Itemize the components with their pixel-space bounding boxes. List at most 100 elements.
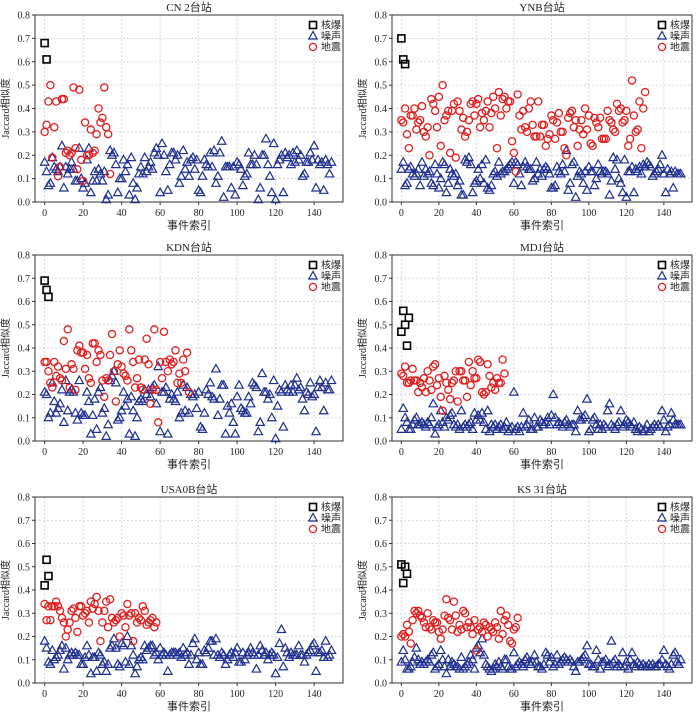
point-noise <box>299 656 310 666</box>
point-earthquake <box>59 336 69 346</box>
point-earthquake <box>601 134 611 144</box>
point-earthquake <box>105 169 115 179</box>
point-noise <box>99 165 110 176</box>
point-noise <box>589 412 600 422</box>
point-earthquake <box>115 632 124 641</box>
series-circle <box>397 355 509 416</box>
point-earthquake <box>90 146 99 155</box>
point-nuclear <box>40 581 49 590</box>
point-earthquake <box>552 118 562 127</box>
x-tick-label: 100 <box>581 208 596 219</box>
point-noise <box>127 177 139 187</box>
point-noise <box>197 658 208 669</box>
x-tick-label: 80 <box>546 447 556 458</box>
point-noise <box>179 405 191 415</box>
point-earthquake <box>485 371 494 381</box>
point-noise <box>602 405 613 415</box>
point-noise <box>245 398 256 408</box>
point-noise <box>581 184 593 194</box>
legend-label: 核爆 <box>321 501 341 514</box>
point-noise <box>589 179 600 190</box>
point-noise <box>439 158 450 169</box>
point-noise <box>210 633 222 643</box>
point-earthquake <box>63 625 72 634</box>
point-noise <box>576 168 587 178</box>
point-earthquake <box>436 141 445 151</box>
point-noise <box>544 418 555 429</box>
point-earthquake <box>442 111 451 120</box>
point-noise <box>326 374 337 385</box>
point-earthquake <box>513 613 522 623</box>
point-noise <box>39 156 50 166</box>
point-noise <box>124 658 135 669</box>
point-noise <box>249 149 260 159</box>
point-earthquake <box>550 134 560 144</box>
point-earthquake <box>427 94 436 104</box>
y-tick-label: 0.4 <box>18 344 31 355</box>
point-earthquake <box>432 618 442 627</box>
point-noise <box>112 186 123 197</box>
x-tick-label: 0 <box>399 208 404 219</box>
point-earthquake <box>554 108 564 118</box>
point-noise <box>456 405 467 415</box>
y-tick-label: 0.1 <box>375 413 388 424</box>
point-noise <box>416 156 428 166</box>
point-earthquake <box>432 380 442 390</box>
point-earthquake <box>580 104 590 113</box>
legend-marker-circle <box>308 282 318 292</box>
point-noise <box>191 402 202 413</box>
point-noise <box>512 158 523 169</box>
x-tick-label: 140 <box>656 689 671 700</box>
point-earthquake <box>53 602 63 611</box>
point-earthquake <box>397 632 406 641</box>
point-noise <box>324 649 335 659</box>
point-noise <box>310 182 322 192</box>
point-earthquake <box>505 97 515 106</box>
point-noise <box>303 156 314 166</box>
series-circle <box>397 595 522 655</box>
point-earthquake <box>629 111 639 120</box>
point-noise <box>70 407 81 417</box>
point-noise <box>45 177 56 187</box>
point-noise <box>474 172 486 183</box>
point-noise <box>176 170 187 180</box>
point-earthquake <box>637 143 646 153</box>
point-noise <box>158 149 170 159</box>
point-noise <box>606 175 617 185</box>
point-noise <box>255 182 266 192</box>
subplot-title: CN 2台站 <box>166 0 212 14</box>
point-noise <box>235 656 247 666</box>
point-earthquake <box>111 397 121 406</box>
point-noise <box>568 156 580 166</box>
point-noise <box>428 647 439 657</box>
point-earthquake <box>432 122 442 132</box>
y-tick-label: 0.1 <box>18 174 31 185</box>
point-noise <box>276 623 287 634</box>
point-earthquake <box>434 373 444 383</box>
point-noise <box>110 642 122 652</box>
point-noise <box>493 156 505 166</box>
point-earthquake <box>50 602 59 611</box>
point-noise <box>206 161 218 171</box>
point-noise <box>593 158 604 169</box>
point-noise <box>443 654 454 664</box>
point-earthquake <box>398 118 408 127</box>
point-noise <box>608 151 619 162</box>
point-noise <box>454 423 465 433</box>
point-earthquake <box>408 364 417 374</box>
point-noise <box>172 386 183 396</box>
point-nuclear <box>42 285 51 295</box>
point-noise <box>591 644 602 655</box>
point-earthquake <box>573 141 582 151</box>
point-earthquake <box>438 80 447 90</box>
x-tick-label: 120 <box>268 689 283 700</box>
point-nuclear <box>402 341 412 350</box>
point-noise <box>405 660 416 671</box>
point-earthquake <box>55 162 65 172</box>
y-tick-label: 0.4 <box>18 586 31 597</box>
y-tick-label: 0.1 <box>18 413 31 424</box>
point-noise <box>484 425 495 436</box>
point-noise <box>160 381 172 392</box>
series-square <box>40 38 51 64</box>
point-noise <box>401 416 413 426</box>
